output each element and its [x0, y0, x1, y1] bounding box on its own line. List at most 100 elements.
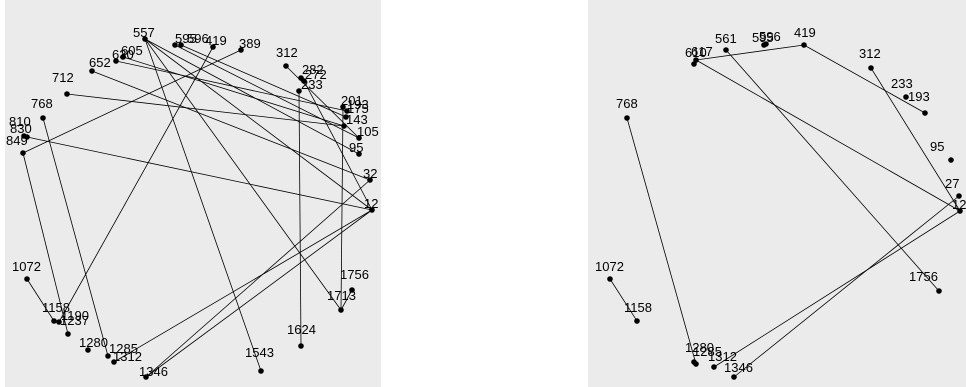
node-712 [64, 91, 70, 97]
edge-830-12 [26, 136, 373, 211]
node-label-557: 557 [133, 25, 155, 40]
node-label-1280: 1280 [79, 335, 108, 350]
node-175 [343, 114, 349, 120]
node-12 [957, 208, 963, 214]
node-label-617: 617 [691, 44, 713, 59]
node-label-596: 596 [759, 29, 781, 44]
node-1072 [24, 276, 30, 282]
node-label-1756: 1756 [340, 267, 369, 282]
edge-1072-1158 [609, 278, 638, 322]
edge-312-12 [870, 67, 961, 212]
edge-419-193 [803, 44, 926, 114]
node-label-830: 830 [10, 121, 32, 136]
node-label-27: 27 [945, 176, 959, 191]
node-label-1312: 1312 [708, 349, 737, 364]
edge-group [22, 38, 373, 378]
node-849 [20, 150, 26, 156]
node-label-12: 12 [952, 197, 966, 212]
node-label-1072: 1072 [12, 259, 41, 274]
node-label-610: 610 [685, 45, 707, 60]
node-label-175: 175 [347, 101, 369, 116]
node-768 [40, 115, 46, 121]
edge-557-12 [144, 38, 373, 211]
node-312 [868, 65, 874, 71]
node-193 [344, 108, 350, 114]
node-label-630: 630 [112, 47, 134, 62]
node-label-201: 201 [341, 93, 363, 108]
edge-419-1190 [58, 46, 214, 323]
node-652 [89, 68, 95, 74]
node-label-712: 712 [52, 70, 74, 85]
node-830 [24, 134, 30, 140]
node-label-1312: 1312 [113, 349, 142, 364]
edge-557-95 [144, 38, 360, 155]
node-label-1285: 1285 [693, 344, 722, 359]
edge-712-143 [66, 93, 345, 127]
node-label-849: 849 [6, 133, 28, 148]
edge-1312-12 [713, 210, 961, 368]
node-1624 [298, 343, 304, 349]
node-1237 [65, 331, 71, 337]
edge-768-1285 [42, 117, 109, 357]
node-label-1624: 1624 [287, 322, 316, 337]
edge-233-1624 [298, 90, 302, 347]
node-label-32: 32 [363, 166, 377, 181]
node-label-143: 143 [346, 112, 368, 127]
node-label-1346: 1346 [139, 364, 168, 379]
edge-419-617 [695, 44, 805, 61]
edge-1346-27 [733, 195, 960, 378]
network-plot-right: 610 617 561 595 596 419 312 233 193 768 95 27 12 1072… [588, 0, 966, 387]
node-label-561: 561 [715, 31, 737, 46]
node-1280 [85, 347, 91, 353]
node-95 [948, 157, 954, 163]
node-561 [723, 47, 729, 53]
edge-652-32 [91, 70, 371, 181]
node-12 [369, 207, 375, 213]
node-label-1158: 1158 [42, 300, 70, 315]
node-label-193: 193 [908, 89, 930, 104]
edge-201-1713 [340, 106, 344, 311]
node-1190 [56, 319, 62, 325]
node-419 [210, 44, 216, 50]
edge-849-1237 [22, 152, 69, 335]
node-label-768: 768 [616, 96, 638, 111]
node-label-233: 233 [301, 77, 323, 92]
node-1285 [693, 361, 699, 367]
edge-605-143 [122, 56, 345, 127]
node-label-95: 95 [930, 139, 944, 154]
node-label-272: 272 [305, 67, 327, 82]
edge-312-105 [285, 65, 360, 139]
node-143 [341, 123, 347, 129]
node-label-312: 312 [859, 46, 881, 61]
node-label-1280: 1280 [685, 340, 714, 355]
node-605 [120, 54, 126, 60]
node-label-282: 282 [302, 62, 324, 77]
node-label-1190: 1190 [61, 308, 89, 323]
node-label-810: 810 [9, 114, 31, 129]
node-label-1713: 1713 [327, 288, 356, 303]
node-1158 [51, 318, 57, 324]
node-1158 [634, 318, 640, 324]
edge-595-105 [174, 44, 360, 139]
node-419 [801, 42, 807, 48]
node-label-1237: 1237 [60, 313, 89, 328]
node-label-596: 596 [187, 31, 209, 46]
node-label-419: 419 [205, 33, 227, 48]
node-233 [296, 88, 302, 94]
node-1312 [111, 359, 117, 365]
node-label-95: 95 [349, 140, 363, 155]
node-1312 [711, 364, 717, 370]
node-label-1543: 1543 [245, 345, 274, 360]
node-557 [142, 36, 148, 42]
network-plot-left: 557 595 596 419 389 605 630 652 312 282 272 233 712 2… [5, 0, 381, 387]
node-label-233: 233 [891, 76, 913, 91]
node-label-389: 389 [239, 36, 261, 51]
node-617 [693, 57, 699, 63]
node-595 [172, 42, 178, 48]
edge-630-193 [115, 60, 348, 112]
edge-1346-12 [145, 209, 373, 378]
node-label-419: 419 [794, 25, 816, 40]
node-1346 [731, 374, 737, 380]
edge-group [609, 44, 961, 378]
